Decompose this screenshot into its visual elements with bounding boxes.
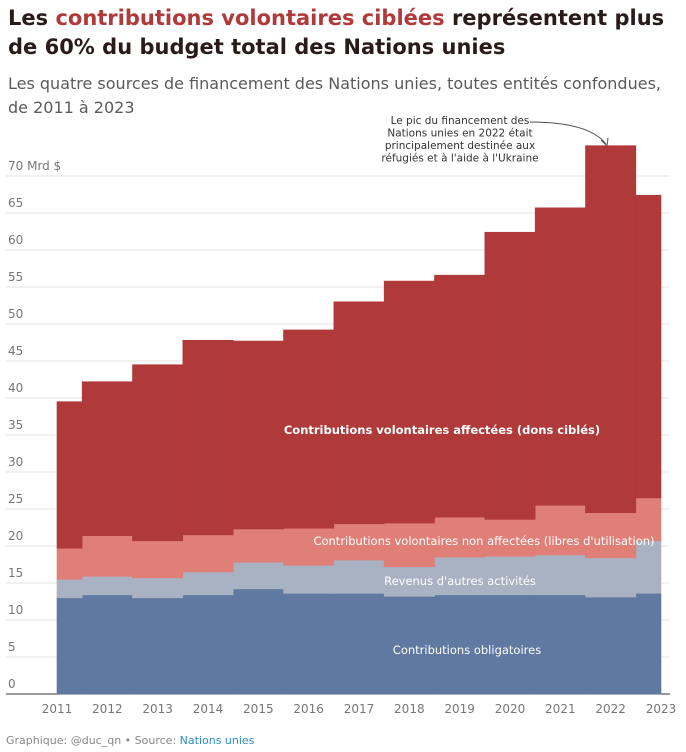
y-tick-label: 25 — [8, 492, 23, 506]
area-step — [484, 231, 536, 520]
area-step — [182, 339, 234, 536]
y-tick-label: 35 — [8, 418, 23, 432]
areas — [56, 145, 662, 695]
area-step — [333, 593, 385, 695]
area-step — [81, 535, 133, 577]
area-step — [635, 593, 662, 695]
y-tick-label: 55 — [8, 270, 23, 284]
chart-title: Les contributions volontaires ciblées re… — [8, 4, 684, 62]
y-tick-label: 5 — [8, 640, 16, 654]
area-step — [132, 540, 184, 579]
annotation: réfugiés et à l'aide à l'Ukraine — [381, 153, 538, 165]
area-step — [585, 557, 637, 598]
title-highlight: contributions volontaires ciblées — [55, 6, 445, 30]
y-tick-label: 15 — [8, 566, 23, 580]
area-step — [635, 540, 662, 594]
labels: 0 5 10 15 20 25 30 35 40 45 50 55 60 65 70 Mrd $ 2011 20… — [8, 115, 676, 716]
area-step — [56, 401, 83, 549]
area-step — [182, 534, 234, 573]
series-label: Revenus d'autres activités — [384, 574, 536, 588]
title-text: Les — [8, 6, 49, 30]
x-tick-label: 2023 — [646, 702, 677, 716]
area-step — [434, 274, 486, 518]
area-step — [635, 194, 662, 499]
x-tick-label: 2011 — [42, 702, 73, 716]
annotation: Le pic du financement des — [391, 115, 530, 127]
y-tick-label: 50 — [8, 307, 23, 321]
area-step — [534, 594, 586, 695]
area-step — [81, 381, 133, 536]
area-step — [132, 364, 184, 542]
series-label: Contributions volontaires affectées (don… — [284, 423, 600, 437]
area-step — [484, 519, 536, 557]
series-label: Contributions obligatoires — [393, 643, 541, 657]
area-step — [484, 556, 536, 596]
area-step — [56, 578, 83, 599]
area-step — [232, 340, 284, 530]
source: Graphique: @duc_qn • Source: Nations uni… — [6, 734, 254, 747]
x-tick-label: 2013 — [142, 702, 173, 716]
y-tick-label: 45 — [8, 344, 23, 358]
x-tick-label: 2021 — [545, 702, 576, 716]
x-tick-label: 2017 — [344, 702, 375, 716]
y-tick-label: 10 — [8, 603, 23, 617]
x-tick-label: 2014 — [193, 702, 224, 716]
y-tick-label: 20 — [8, 529, 23, 543]
area-step — [56, 597, 83, 695]
annotation: Nations unies en 2022 était — [387, 128, 532, 140]
area-step — [585, 145, 637, 514]
y-tick-label: 60 — [8, 233, 23, 247]
annotation-arrow — [529, 121, 607, 145]
area-step — [182, 571, 234, 596]
area-step — [534, 504, 586, 556]
area-step — [333, 523, 385, 561]
area-step — [484, 594, 536, 695]
area-step — [585, 596, 637, 695]
area-step — [232, 528, 284, 563]
area-step — [283, 329, 335, 529]
source-text: Graphique: @duc_qn • Source: — [6, 734, 177, 747]
x-tick-label: 2012 — [92, 702, 123, 716]
area-step — [333, 559, 385, 594]
area-step — [56, 547, 83, 580]
area-step — [333, 301, 385, 525]
y-tick-label: 70 Mrd $ — [8, 159, 61, 173]
title-text: représentent plus de 60% du budget total… — [8, 6, 665, 59]
area-step — [434, 556, 486, 596]
area-step — [232, 588, 284, 695]
area-step — [383, 596, 435, 695]
x-tick-label: 2015 — [243, 702, 274, 716]
area-step — [81, 576, 133, 596]
series-label: Contributions volontaires non affectées … — [313, 534, 654, 548]
y-tick-label: 40 — [8, 381, 23, 395]
area-step — [283, 564, 335, 594]
x-tick-label: 2019 — [444, 702, 475, 716]
y-tick-label: 0 — [8, 677, 16, 691]
area-step — [182, 594, 234, 695]
x-tick-label: 2016 — [293, 702, 324, 716]
area-step — [434, 594, 486, 695]
x-tick-label: 2018 — [394, 702, 425, 716]
chart-subtitle: Les quatre sources de financement des Na… — [8, 74, 661, 117]
source-link[interactable]: Nations unies — [179, 734, 255, 747]
area-step — [283, 593, 335, 695]
annotation: principalement destinée aux — [385, 140, 535, 152]
y-tick-label: 30 — [8, 455, 23, 469]
x-tick-label: 2020 — [495, 702, 526, 716]
area-step — [132, 577, 184, 599]
area-step — [534, 207, 586, 506]
area-step — [534, 554, 586, 596]
x-tick-label: 2022 — [595, 702, 626, 716]
area-step — [232, 561, 284, 590]
area-step — [81, 594, 133, 695]
area-step — [383, 280, 435, 524]
y-tick-label: 65 — [8, 196, 23, 210]
area-step — [132, 597, 184, 695]
area-step — [434, 516, 486, 558]
